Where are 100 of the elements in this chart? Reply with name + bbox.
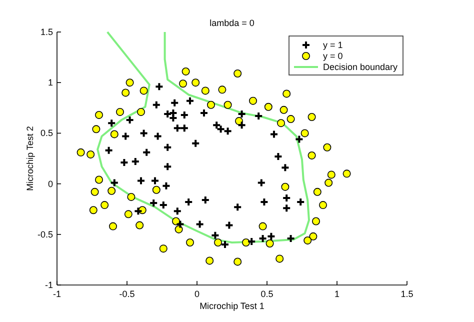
point	[139, 128, 148, 138]
point	[234, 258, 242, 266]
point	[327, 170, 336, 179]
x-tick-label: -0.5	[119, 289, 135, 299]
point	[124, 210, 132, 218]
point	[308, 151, 316, 160]
point	[191, 138, 200, 148]
point	[104, 146, 114, 155]
point	[324, 178, 333, 187]
point	[286, 115, 295, 124]
point	[266, 232, 276, 241]
point	[86, 150, 95, 158]
point	[153, 132, 162, 141]
x-tick-label: 1.5	[400, 289, 414, 299]
point	[182, 67, 190, 76]
point	[309, 232, 318, 240]
point	[95, 110, 103, 119]
point	[224, 100, 232, 109]
y-axis-title: Microchip Test 2	[25, 126, 35, 191]
point	[176, 220, 185, 229]
point	[122, 88, 130, 97]
point	[280, 106, 288, 114]
point	[280, 163, 290, 172]
point	[281, 182, 290, 191]
point	[172, 206, 182, 216]
point	[300, 129, 309, 138]
point	[100, 201, 109, 210]
point	[264, 102, 272, 111]
point	[170, 98, 180, 108]
point	[180, 124, 189, 133]
point	[308, 113, 316, 122]
point	[192, 78, 200, 87]
point	[218, 86, 226, 94]
point	[282, 204, 292, 213]
point	[207, 100, 215, 109]
point	[201, 86, 210, 95]
y-tick-label: 1	[48, 78, 53, 88]
point	[127, 192, 136, 201]
point	[206, 256, 214, 265]
point	[107, 118, 116, 128]
point	[214, 238, 222, 246]
point	[76, 148, 85, 156]
y-tick-label: -1	[44, 280, 53, 290]
point	[89, 206, 98, 214]
point	[136, 221, 144, 230]
point	[92, 125, 100, 134]
point	[342, 170, 351, 178]
point	[172, 124, 182, 133]
point	[126, 78, 134, 87]
x-tick-label: 0.5	[260, 289, 274, 299]
point	[152, 100, 161, 110]
point	[256, 178, 266, 188]
y-tick-label: 1.5	[40, 27, 53, 37]
point	[110, 130, 118, 138]
point	[249, 96, 257, 105]
point	[121, 132, 130, 141]
y-tick-label: 0	[48, 178, 53, 189]
legend-label: Decision boundary	[323, 62, 398, 72]
point	[304, 236, 312, 244]
legend-label: y = 1	[323, 40, 343, 50]
point	[159, 244, 168, 253]
point	[212, 120, 222, 130]
point	[163, 142, 172, 152]
point	[95, 176, 103, 184]
point	[258, 222, 267, 230]
point	[210, 230, 220, 240]
x-tick-label: 1	[334, 289, 340, 299]
point	[186, 96, 194, 106]
point	[276, 254, 284, 263]
y-tick-label: 0.5	[40, 128, 53, 138]
point	[233, 202, 242, 212]
point	[224, 220, 234, 230]
point	[195, 220, 204, 229]
x-tick-label: 0	[194, 289, 200, 299]
point	[150, 176, 160, 186]
point	[186, 238, 194, 246]
point	[162, 181, 171, 190]
point	[319, 201, 327, 210]
point	[109, 222, 117, 230]
x-axis-title: Microchip Test 1	[200, 301, 264, 311]
point	[282, 90, 291, 98]
point	[266, 240, 274, 248]
point	[312, 217, 320, 226]
legend-label: y = 0	[323, 51, 343, 61]
point	[270, 130, 278, 139]
point	[110, 178, 119, 188]
point	[108, 186, 116, 195]
point	[90, 188, 99, 196]
point	[277, 119, 285, 128]
point	[163, 162, 172, 172]
point	[237, 120, 246, 130]
point	[140, 86, 148, 95]
point	[134, 206, 143, 216]
point	[142, 148, 152, 157]
point	[313, 188, 322, 196]
point	[154, 82, 164, 92]
chart-title: lambda = 0	[210, 18, 254, 28]
point	[323, 143, 332, 152]
point	[116, 108, 124, 116]
point	[234, 69, 242, 78]
